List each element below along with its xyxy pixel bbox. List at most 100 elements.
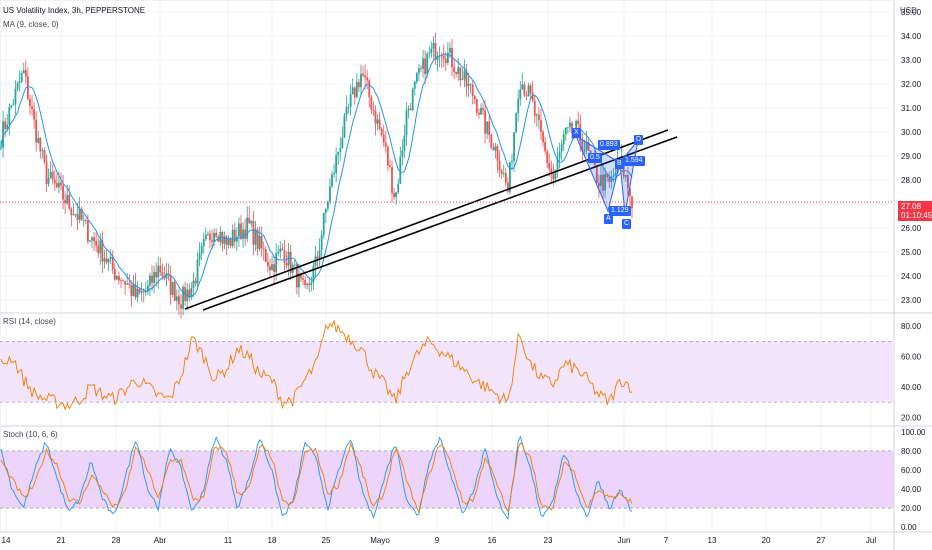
candle-body bbox=[527, 85, 530, 97]
candle-body bbox=[480, 107, 482, 115]
rsi-indicator-label[interactable]: RSI (14, close) bbox=[3, 317, 56, 326]
price-tick-label: 28.00 bbox=[901, 176, 922, 185]
candle-body bbox=[455, 71, 458, 74]
candle-body bbox=[260, 236, 263, 249]
candle-body bbox=[542, 131, 544, 143]
candle-body bbox=[475, 99, 478, 113]
price-tick-label: 26.00 bbox=[901, 224, 922, 233]
pattern-point-x[interactable]: X bbox=[572, 128, 581, 138]
candle-body bbox=[149, 275, 151, 286]
time-tick-label: 27 bbox=[817, 536, 826, 545]
candle-body bbox=[138, 288, 141, 293]
candle-body bbox=[478, 112, 480, 115]
candle-body bbox=[70, 208, 73, 215]
candle-body bbox=[64, 199, 67, 204]
candle-body bbox=[511, 160, 513, 163]
candle-body bbox=[602, 174, 604, 191]
ma-indicator-label[interactable]: MA (9, close, 0) bbox=[3, 20, 59, 29]
pattern-ratio-ac[interactable]: 1.129 bbox=[609, 206, 631, 216]
candle-body bbox=[33, 109, 36, 120]
candle-body bbox=[240, 223, 242, 239]
candle-body bbox=[151, 275, 153, 283]
candle-body bbox=[502, 173, 505, 174]
candle-body bbox=[488, 121, 491, 135]
candle-body bbox=[415, 73, 418, 82]
candle-body bbox=[548, 163, 551, 169]
candle-body bbox=[318, 250, 321, 259]
candle-body bbox=[76, 214, 79, 220]
candle-body bbox=[223, 236, 226, 244]
candle-body bbox=[620, 156, 623, 162]
candle-body bbox=[401, 150, 404, 157]
candle-body bbox=[12, 103, 15, 106]
candle-body bbox=[227, 238, 230, 245]
candle-body bbox=[31, 106, 33, 110]
candle-body bbox=[469, 83, 472, 85]
time-tick-label: 14 bbox=[2, 536, 11, 545]
candle-body bbox=[6, 124, 9, 130]
candle-body bbox=[186, 289, 189, 302]
candle-body bbox=[376, 119, 379, 124]
candle-body bbox=[22, 70, 25, 74]
candle-body bbox=[504, 173, 507, 183]
candle-body bbox=[422, 58, 424, 69]
candle-body bbox=[463, 70, 466, 80]
rsi-band bbox=[0, 341, 894, 403]
candle-body bbox=[362, 73, 364, 76]
candle-body bbox=[171, 282, 174, 295]
candle-body bbox=[242, 229, 244, 239]
price-tick-label: 30.00 bbox=[901, 128, 922, 137]
stoch-indicator-label[interactable]: Stoch (10, 6, 6) bbox=[3, 430, 58, 439]
candle-body bbox=[626, 175, 629, 189]
price-tick-label: 32.00 bbox=[901, 80, 922, 89]
candle-body bbox=[424, 58, 427, 75]
candle-body bbox=[604, 173, 607, 191]
pattern-point-b[interactable]: B bbox=[615, 159, 624, 169]
candle-body bbox=[115, 275, 118, 280]
candle-body bbox=[418, 68, 420, 74]
candle-body bbox=[188, 289, 191, 298]
candle-body bbox=[271, 264, 273, 271]
candle-body bbox=[320, 235, 323, 251]
candle-body bbox=[159, 265, 162, 273]
candle-body bbox=[275, 253, 278, 273]
candle-body bbox=[326, 201, 329, 209]
pattern-ratio-partial[interactable]: 0.5 bbox=[588, 153, 602, 163]
candle-body bbox=[322, 213, 325, 236]
candle-body bbox=[407, 108, 410, 111]
candle-body bbox=[180, 304, 182, 309]
price-tick-label: 33.00 bbox=[901, 56, 922, 65]
candle-body bbox=[595, 165, 598, 183]
candle-body bbox=[169, 274, 172, 295]
rsi-tick-label: 40.00 bbox=[901, 383, 922, 392]
candle-body bbox=[614, 173, 617, 176]
candle-body bbox=[144, 291, 147, 293]
candle-body bbox=[391, 167, 393, 193]
pattern-point-d[interactable]: D bbox=[634, 135, 644, 145]
candle-body bbox=[113, 269, 116, 280]
candle-body bbox=[146, 285, 149, 292]
candle-body bbox=[374, 110, 377, 124]
candle-body bbox=[45, 161, 48, 184]
pattern-ratio-bd[interactable]: 1.594 bbox=[623, 156, 645, 166]
candle-body bbox=[523, 84, 526, 96]
candle-body bbox=[360, 73, 362, 88]
candle-body bbox=[84, 220, 87, 221]
candle-body bbox=[560, 144, 563, 152]
pattern-point-c[interactable]: C bbox=[622, 219, 632, 229]
time-tick-label: 20 bbox=[762, 536, 771, 545]
candle-body bbox=[364, 75, 367, 78]
candle-body bbox=[35, 119, 38, 143]
candle-body bbox=[289, 251, 292, 273]
candle-body bbox=[552, 173, 555, 180]
candle-body bbox=[97, 245, 100, 254]
pattern-ratio-xb[interactable]: 0.893 bbox=[598, 140, 620, 150]
candle-body bbox=[500, 170, 503, 174]
pattern-point-a[interactable]: A bbox=[604, 214, 613, 224]
candle-body bbox=[432, 43, 435, 49]
candle-body bbox=[163, 276, 166, 279]
candle-body bbox=[597, 182, 600, 186]
candle-body bbox=[82, 220, 85, 221]
candle-body bbox=[157, 265, 160, 278]
